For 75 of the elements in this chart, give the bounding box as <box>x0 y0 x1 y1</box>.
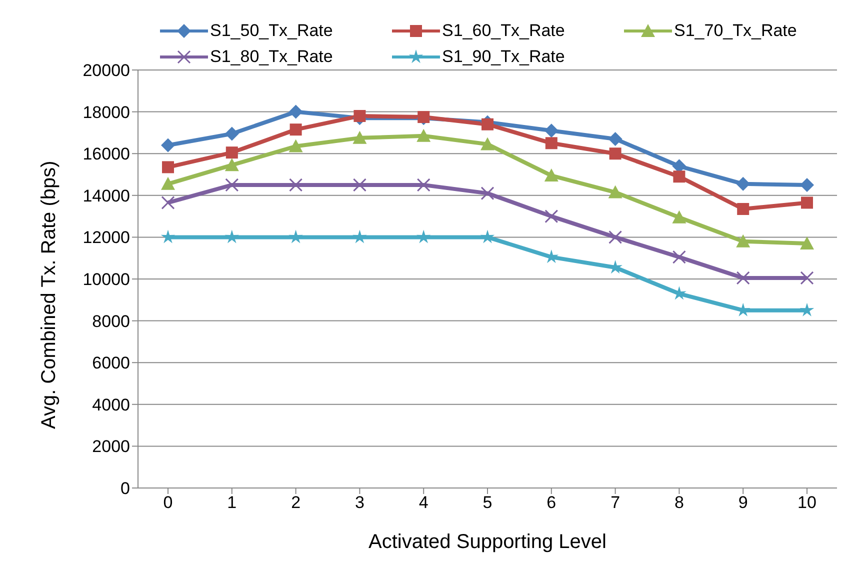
point <box>161 138 175 152</box>
point <box>480 230 495 244</box>
point <box>224 126 239 141</box>
point <box>160 230 176 244</box>
point <box>480 137 494 150</box>
point <box>161 176 175 190</box>
point <box>544 210 558 224</box>
point <box>288 230 303 244</box>
point <box>288 104 303 119</box>
point <box>288 139 303 152</box>
point <box>226 146 238 159</box>
point <box>673 170 686 183</box>
y-tick-label: 4000 <box>92 395 130 414</box>
x-tick-label: 2 <box>291 493 301 512</box>
point <box>672 250 686 264</box>
point <box>480 186 494 200</box>
point <box>162 161 174 174</box>
point <box>290 124 302 136</box>
y-tick-label: 18000 <box>82 102 130 122</box>
y-tick-label: 0 <box>120 479 130 498</box>
point <box>545 137 558 150</box>
point <box>482 118 494 130</box>
legend-label: S1_50_Tx_Rate <box>210 21 333 41</box>
x-axis-title: Activated Supporting Level <box>368 531 606 553</box>
y-tick-label: 6000 <box>92 354 130 373</box>
point <box>800 236 814 250</box>
y-tick-label: 12000 <box>82 228 130 248</box>
point <box>416 230 431 244</box>
point <box>800 302 814 316</box>
point <box>608 185 622 198</box>
point <box>416 128 431 142</box>
y-tick-label: 20000 <box>82 61 130 80</box>
y-axis-title: Avg. Combined Tx. Rate (bps) <box>38 160 60 429</box>
point <box>416 178 430 192</box>
point <box>544 124 558 138</box>
point <box>608 230 622 244</box>
point <box>800 178 814 192</box>
point <box>289 178 303 192</box>
y-tick-label: 8000 <box>92 312 130 331</box>
legend-label: S1_60_Tx_Rate <box>442 21 565 41</box>
point <box>352 178 366 192</box>
point <box>609 148 622 160</box>
x-tick-label: 7 <box>610 493 620 512</box>
x-tick-label: 10 <box>798 493 816 512</box>
x-tick-label: 0 <box>163 493 173 512</box>
x-tick-label: 5 <box>482 493 492 512</box>
x-tick-label: 6 <box>546 493 556 512</box>
point <box>352 230 367 244</box>
x-tick-label: 4 <box>418 493 428 512</box>
point <box>354 110 366 122</box>
y-tick-label: 14000 <box>82 186 130 206</box>
y-tick-label: 16000 <box>82 144 130 164</box>
point <box>800 271 814 285</box>
point <box>224 230 240 244</box>
point <box>608 132 622 146</box>
point <box>801 196 813 209</box>
x-tick-label: 9 <box>738 493 748 512</box>
y-tick-label: 10000 <box>82 270 130 290</box>
point <box>736 234 750 248</box>
point <box>224 158 239 172</box>
x-tick-label: 3 <box>354 493 364 512</box>
x-tick-label: 8 <box>674 493 684 512</box>
point <box>161 196 175 210</box>
y-tick-label: 2000 <box>92 437 130 456</box>
legend-label: S1_90_Tx_Rate <box>442 47 565 67</box>
point <box>672 210 686 224</box>
point <box>225 178 239 192</box>
point <box>736 271 750 285</box>
x-tick-label: 1 <box>227 493 237 512</box>
point <box>737 202 750 215</box>
legend-label: S1_70_Tx_Rate <box>674 21 797 41</box>
legend-label: S1_80_Tx_Rate <box>210 47 333 67</box>
point <box>736 176 750 191</box>
point <box>352 130 367 144</box>
point <box>544 168 558 182</box>
